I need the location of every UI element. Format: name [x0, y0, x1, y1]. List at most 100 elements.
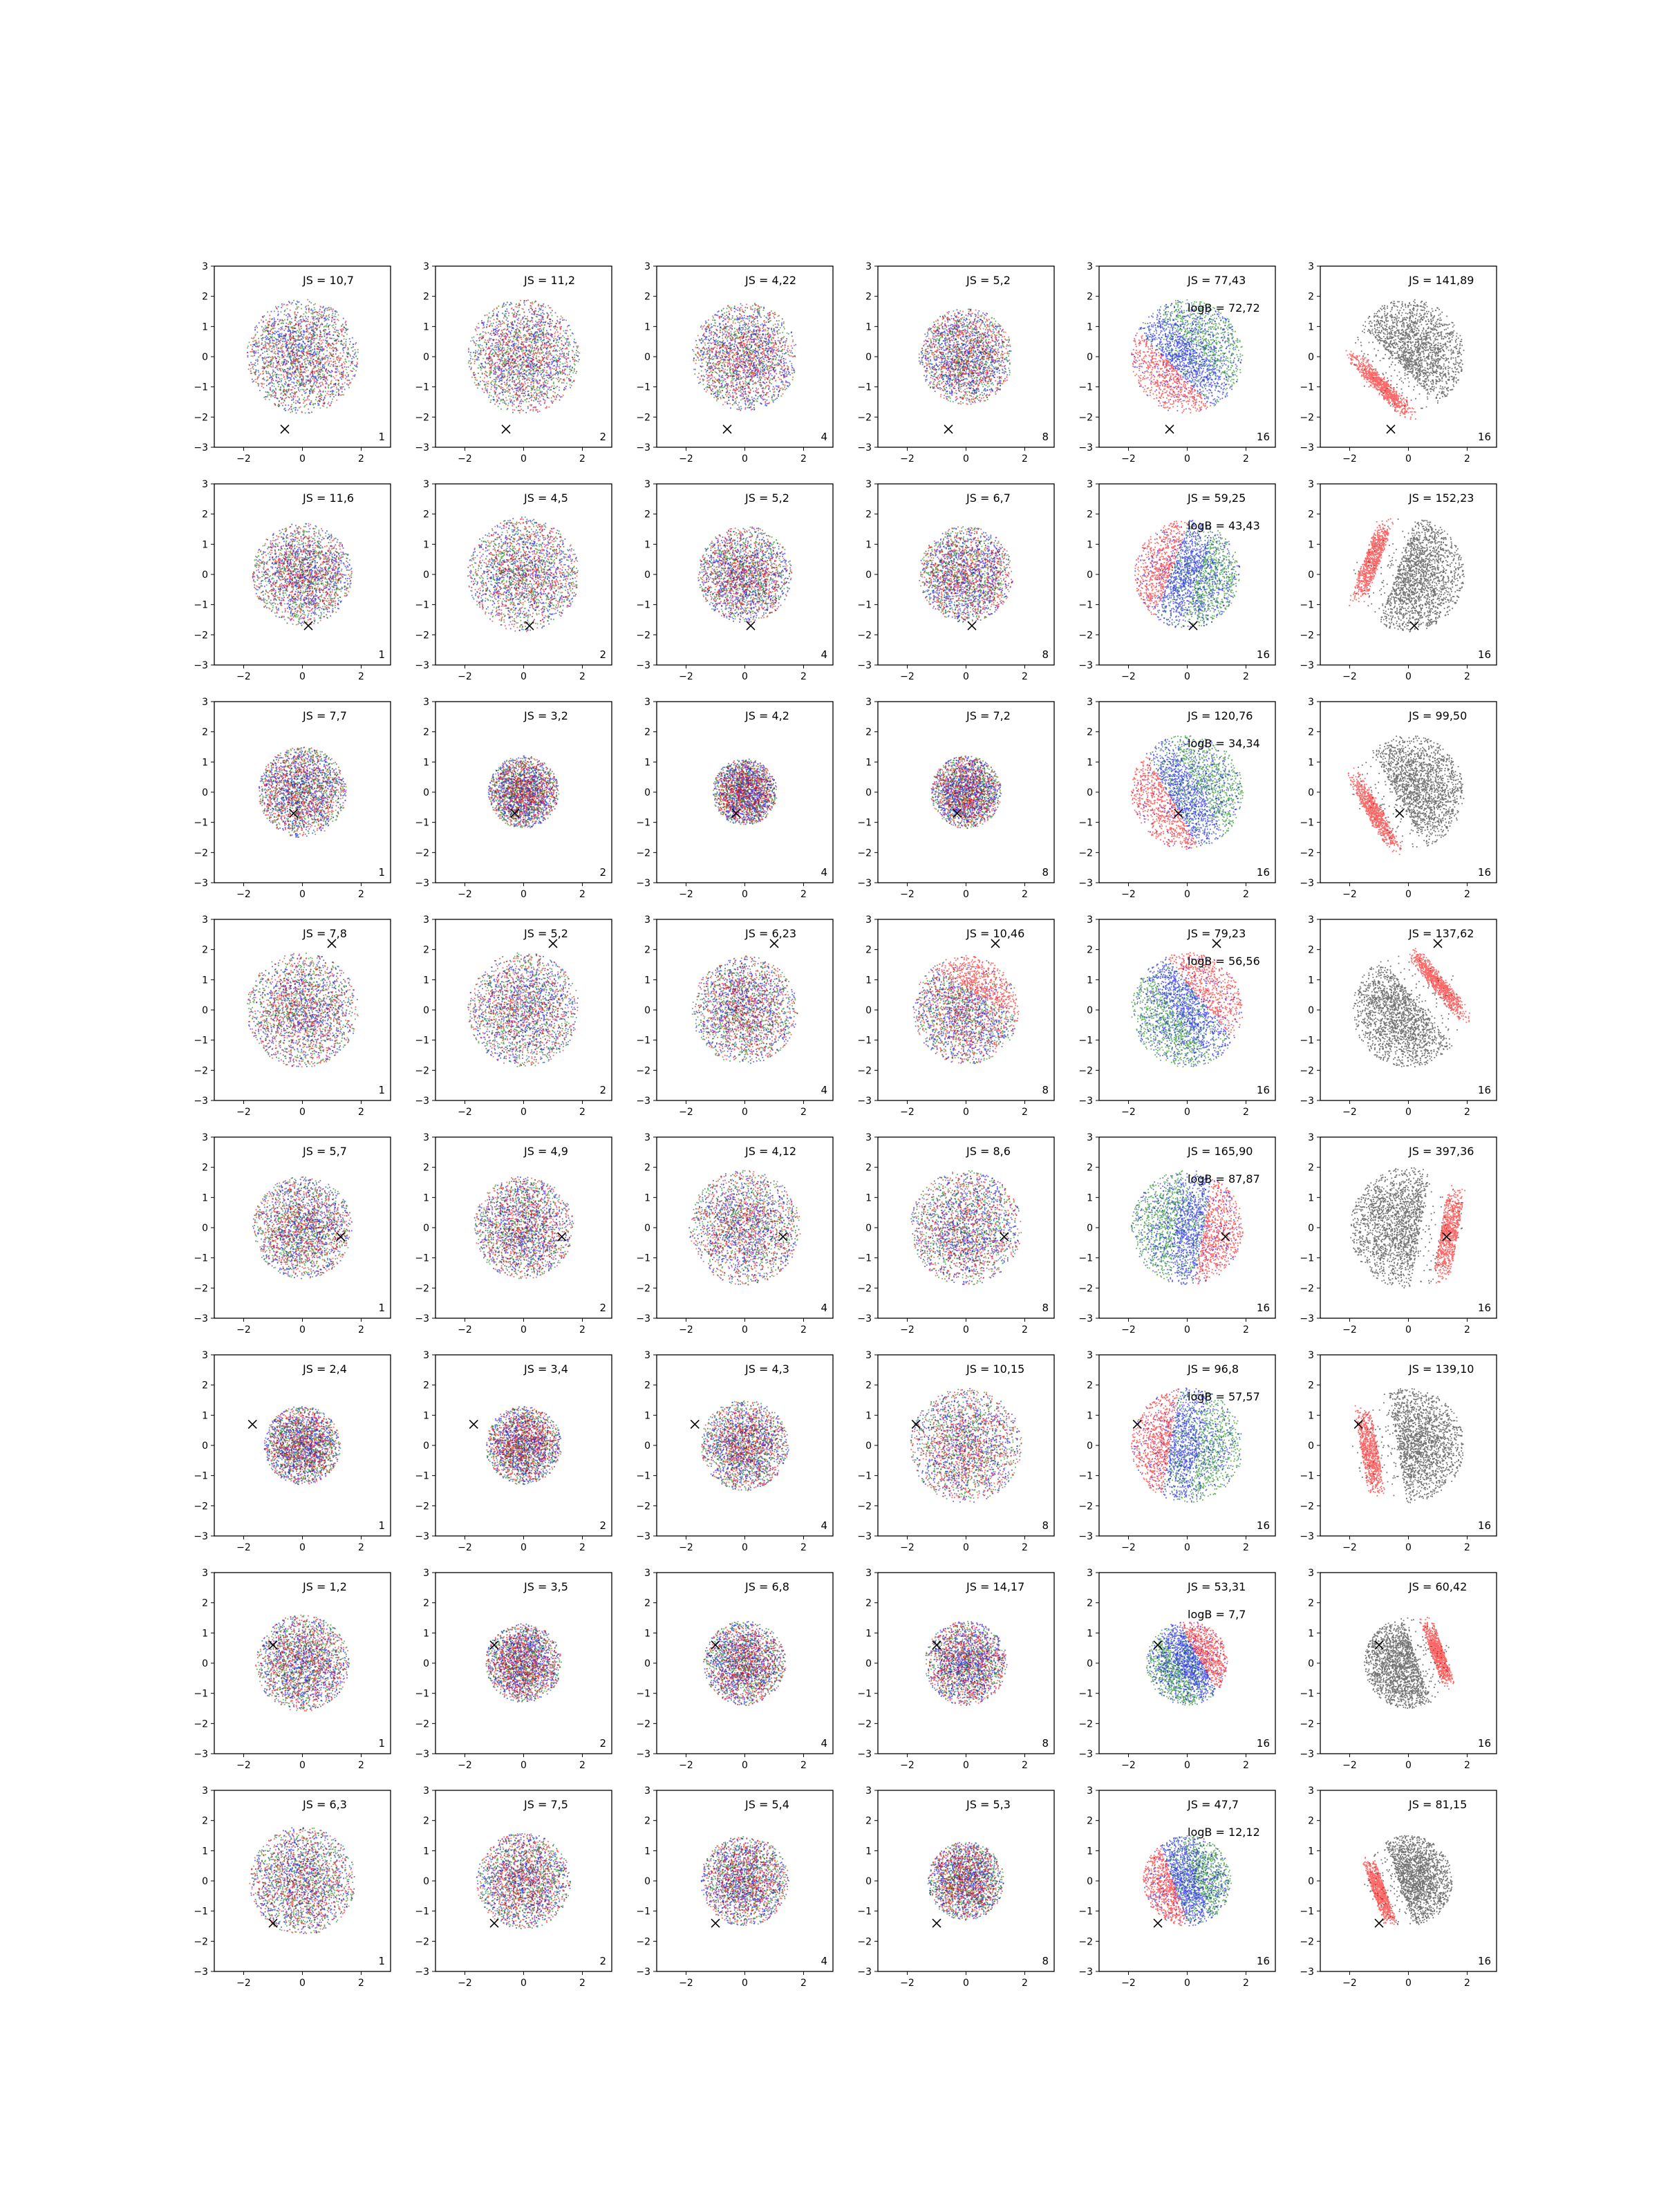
subplot-r4-c2: 3 2 1 0 −1 −2 −3 −2 0 2 JS = 5,2 2 — [415, 915, 612, 1118]
x-marker — [489, 1640, 499, 1650]
y-tick-label: −3 — [636, 1749, 650, 1760]
series-black-points — [264, 1412, 337, 1485]
subplot-r7-c2: 3 2 1 0 −1 −2 −3 −2 0 2 JS = 3,5 2 — [415, 1568, 612, 1771]
y-tick-label: 2 — [202, 509, 208, 521]
y-tick-label: 3 — [423, 1568, 429, 1579]
corner-label: 2 — [599, 1302, 606, 1314]
x-tick-label: −2 — [236, 1978, 251, 1989]
series-green-points — [488, 757, 560, 828]
subplot-r6-c5: 3 2 1 0 −1 −2 −3 −2 0 2 JS = 96,8 logB = 57,57 16 — [1078, 1350, 1276, 1553]
x-tick-label: 2 — [1022, 1107, 1028, 1118]
x-tick-label: 2 — [1022, 671, 1028, 682]
x-tick-label: 0 — [299, 1107, 306, 1118]
x-marker — [1409, 621, 1419, 630]
subplot-r4-c3: 3 2 1 0 −1 −2 −3 −2 0 2 JS = 6,23 4 — [636, 915, 834, 1118]
x-tick-label: 0 — [299, 671, 306, 682]
scatter-points — [918, 308, 1012, 405]
y-tick-label: 1 — [1308, 1628, 1314, 1639]
x-tick-label: −2 — [1121, 1978, 1136, 1989]
x-marker — [690, 1419, 700, 1429]
axes-frame — [1098, 265, 1276, 448]
corner-label: 16 — [1478, 1302, 1491, 1314]
series-red-points — [1362, 1857, 1397, 1925]
series-black-points — [704, 1622, 786, 1702]
x-tick-label: 2 — [800, 1760, 807, 1771]
x-marker — [1153, 1918, 1163, 1928]
y-tick-label: 3 — [1308, 479, 1314, 490]
x-tick-label: 0 — [742, 1542, 748, 1553]
x-tick-label: 0 — [742, 1324, 748, 1335]
y-tick-label: 1 — [865, 757, 872, 768]
x-marker — [1212, 939, 1221, 948]
y-tick-label: 3 — [865, 479, 872, 490]
y-tick-label: 2 — [423, 1163, 429, 1174]
x-tick-label: 0 — [742, 453, 748, 465]
subplot-r3-c3: 3 2 1 0 −1 −2 −3 −2 0 2 JS = 4,2 4 — [636, 697, 834, 900]
series-red-points — [913, 955, 1020, 1065]
subplot-r8-c1: 3 2 1 0 −1 −2 −3 −2 0 2 JS = 6,3 1 — [194, 1785, 391, 1989]
series-red-points — [1143, 1845, 1187, 1927]
x-tick-label: 2 — [579, 453, 585, 465]
series-red-points — [1179, 1622, 1228, 1689]
y-tick-label: 3 — [1308, 1350, 1314, 1361]
subplot-r7-c1: 3 2 1 0 −1 −2 −3 −2 0 2 JS = 1,2 1 — [194, 1568, 391, 1771]
y-tick-label: 0 — [1087, 787, 1093, 798]
y-tick-label: −3 — [415, 1749, 429, 1760]
corner-label: 8 — [1042, 1302, 1049, 1314]
y-tick-label: 0 — [1087, 352, 1093, 363]
corner-label: 1 — [378, 1084, 385, 1096]
js-label: JS = 47,7 — [1187, 1798, 1239, 1811]
y-tick-label: 1 — [1308, 975, 1314, 986]
y-tick-label: −2 — [1078, 1718, 1093, 1730]
series-blue-points — [918, 308, 1012, 405]
corner-label: 4 — [821, 866, 827, 879]
y-tick-label: 1 — [644, 1628, 650, 1639]
y-tick-label: 3 — [202, 479, 208, 490]
subplot-r6-c4: 3 2 1 0 −1 −2 −3 −2 0 2 JS = 10,15 8 — [857, 1350, 1055, 1553]
series-red-points — [468, 299, 580, 414]
series-red-points — [698, 526, 792, 624]
axes-frame — [1320, 265, 1497, 448]
y-tick-label: 3 — [423, 915, 429, 926]
x-tick-label: −2 — [900, 453, 915, 465]
y-tick-label: −3 — [1078, 878, 1093, 889]
js-label: JS = 4,2 — [744, 709, 789, 722]
scatter-points — [487, 755, 560, 829]
y-tick-label: −1 — [194, 382, 208, 393]
scatter-points — [1349, 518, 1465, 632]
x-tick-label: 2 — [800, 1107, 807, 1118]
y-tick-label: −2 — [1078, 1936, 1093, 1947]
y-tick-label: 2 — [865, 1816, 872, 1827]
x-tick-label: 2 — [1022, 889, 1028, 900]
series-red-points — [704, 1621, 787, 1706]
x-tick-label: −2 — [236, 1107, 251, 1118]
y-tick-label: 0 — [202, 1005, 208, 1016]
y-tick-label: 3 — [1087, 261, 1093, 272]
y-tick-label: 0 — [1308, 1658, 1314, 1669]
y-tick-label: 1 — [1308, 1192, 1314, 1203]
series-green-points — [919, 308, 1011, 404]
corner-label: 16 — [1257, 866, 1270, 879]
js-label: JS = 10,7 — [302, 274, 354, 287]
y-tick-label: −2 — [194, 412, 208, 423]
series-red-points — [259, 747, 347, 836]
subplot-r2-c6: 3 2 1 0 −1 −2 −3 −2 0 2 JS = 152,23 16 — [1300, 479, 1497, 682]
x-tick-label: −2 — [458, 889, 472, 900]
subplot-r8-c6: 3 2 1 0 −1 −2 −3 −2 0 2 JS = 81,15 16 — [1300, 1785, 1497, 1989]
y-tick-label: −2 — [194, 1936, 208, 1947]
corner-label: 4 — [821, 431, 827, 443]
series-green-points — [713, 759, 777, 825]
y-tick-label: 0 — [1308, 1005, 1314, 1016]
x-marker — [1395, 809, 1405, 818]
js-label: JS = 4,5 — [523, 491, 568, 505]
x-marker — [303, 621, 313, 630]
scatter-points — [925, 1620, 1008, 1706]
logb-label: logB = 72,72 — [1188, 301, 1260, 315]
x-marker — [731, 809, 741, 818]
series-red-points — [255, 1615, 348, 1712]
y-tick-label: −2 — [857, 630, 872, 641]
y-tick-label: −1 — [857, 1906, 872, 1918]
series-green-points — [486, 1406, 562, 1485]
y-tick-label: −3 — [857, 1749, 872, 1760]
y-tick-label: 2 — [644, 727, 650, 738]
